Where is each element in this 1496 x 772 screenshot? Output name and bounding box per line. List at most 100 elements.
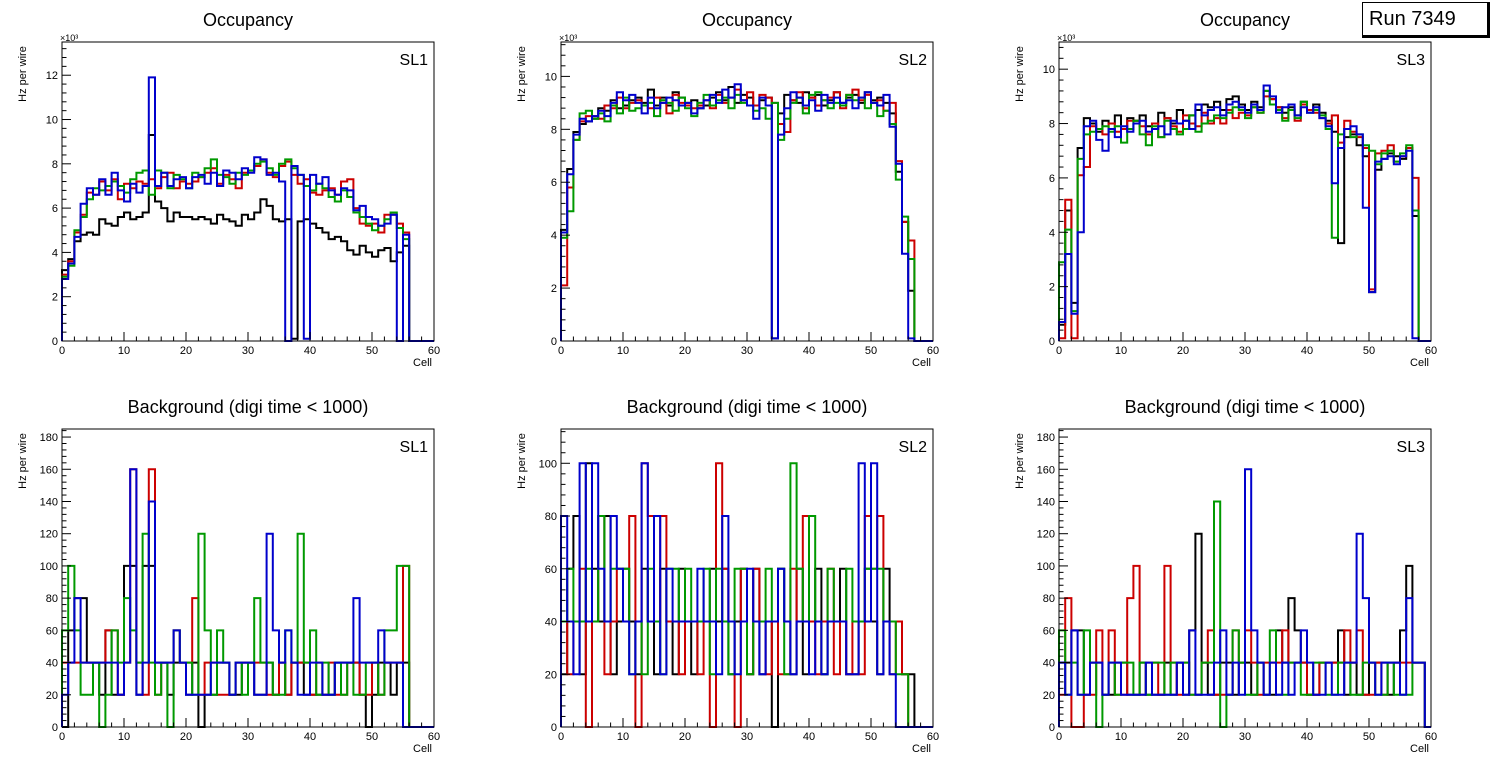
x-tick-label: 20 [1177,731,1189,743]
x-tick-label: 40 [1301,731,1313,743]
superlayer-label: SL1 [400,52,429,69]
y-tick-label: 8 [52,159,58,171]
series-green-line [1058,89,1431,342]
chart-title: Occupancy [702,10,792,30]
y-tick-label: 6 [551,177,557,189]
y-tick-label: 10 [545,71,557,83]
x-tick-label: 20 [180,345,192,357]
chart-title: Background (digi time < 1000) [627,397,868,417]
y-tick-label: 2 [1049,282,1055,294]
y-tick-label: 0 [551,722,557,734]
superlayer-label: SL3 [1397,439,1426,456]
x-tick-label: 30 [242,731,254,743]
y-tick-label: 10 [1043,64,1055,76]
x-tick-label: 10 [118,731,130,743]
y-axis-exponent: ×10³ [60,33,78,43]
x-tick-label: 10 [118,345,130,357]
chart-title: Occupancy [203,10,293,30]
x-tick-label: 20 [679,345,691,357]
plot-frame [560,41,934,342]
y-tick-label: 180 [1037,432,1055,444]
x-tick-label: 20 [1177,345,1189,357]
series-blue-line [61,76,434,342]
y-tick-label: 140 [1037,496,1055,508]
y-tick-label: 140 [40,496,58,508]
x-tick-label: 20 [679,731,691,743]
x-tick-label: 20 [180,731,192,743]
x-tick-label: 10 [617,345,629,357]
series-blue-line [560,83,933,342]
x-tick-label: 10 [617,731,629,743]
y-tick-label: 2 [551,283,557,295]
y-tick-label: 60 [46,625,58,637]
y-tick-label: 80 [545,511,557,523]
y-tick-label: 120 [1037,529,1055,541]
y-axis-label: Hz per wire [17,46,29,102]
chart-title: Background (digi time < 1000) [128,397,369,417]
y-tick-label: 80 [46,593,58,605]
x-axis-label: Cell [912,357,931,369]
x-tick-label: 60 [428,731,440,743]
x-tick-label: 0 [59,731,65,743]
series-blue-line [560,462,933,728]
y-tick-label: 60 [545,564,557,576]
y-tick-label: 80 [1043,593,1055,605]
x-tick-label: 0 [59,345,65,357]
y-tick-label: 60 [1043,625,1055,637]
chart-title: Background (digi time < 1000) [1125,397,1366,417]
x-axis-label: Cell [413,357,432,369]
series-blue-line [61,468,434,728]
chart-title: Occupancy [1200,10,1290,30]
series-blue-line [1058,84,1431,342]
y-axis-label: Hz per wire [1014,433,1026,489]
x-tick-label: 0 [1056,731,1062,743]
y-axis-exponent: ×10³ [1057,33,1075,43]
x-tick-label: 50 [366,345,378,357]
y-tick-label: 0 [52,722,58,734]
y-tick-label: 10 [46,115,58,127]
y-axis-label: Hz per wire [1014,46,1026,102]
x-tick-label: 30 [741,345,753,357]
y-tick-label: 4 [52,247,58,259]
run-number-label: Run 7349 [1369,8,1456,30]
y-tick-label: 0 [1049,722,1055,734]
y-tick-label: 4 [551,230,557,242]
y-axis-exponent: ×10³ [559,33,577,43]
y-tick-label: 6 [1049,173,1055,185]
x-tick-label: 30 [1239,345,1251,357]
y-tick-label: 2 [52,292,58,304]
x-tick-label: 40 [1301,345,1313,357]
superlayer-label: SL2 [899,439,928,456]
x-tick-label: 0 [1056,345,1062,357]
x-tick-label: 60 [927,731,939,743]
y-axis-label: Hz per wire [17,433,29,489]
x-axis-label: Cell [912,743,931,755]
x-axis-label: Cell [413,743,432,755]
x-tick-label: 50 [865,345,877,357]
y-tick-label: 4 [1049,227,1055,239]
superlayer-label: SL1 [400,439,429,456]
series-black-line [61,134,434,342]
y-tick-label: 40 [545,617,557,629]
superlayer-label: SL3 [1397,52,1426,69]
y-tick-label: 20 [1043,690,1055,702]
x-tick-label: 40 [304,345,316,357]
y-tick-label: 160 [1037,464,1055,476]
x-tick-label: 40 [803,731,815,743]
x-tick-label: 60 [1425,731,1437,743]
series-black-line [1058,89,1431,342]
y-tick-label: 40 [46,658,58,670]
series-black-line [560,86,933,342]
x-tick-label: 10 [1115,345,1127,357]
x-tick-label: 60 [1425,345,1437,357]
x-tick-label: 50 [865,731,877,743]
x-tick-label: 30 [741,731,753,743]
x-tick-label: 60 [927,345,939,357]
y-tick-label: 0 [551,336,557,348]
y-tick-label: 180 [40,432,58,444]
x-axis-label: Cell [1410,357,1429,369]
y-tick-label: 20 [545,669,557,681]
x-tick-label: 40 [304,731,316,743]
series-blue-line [1058,468,1431,728]
